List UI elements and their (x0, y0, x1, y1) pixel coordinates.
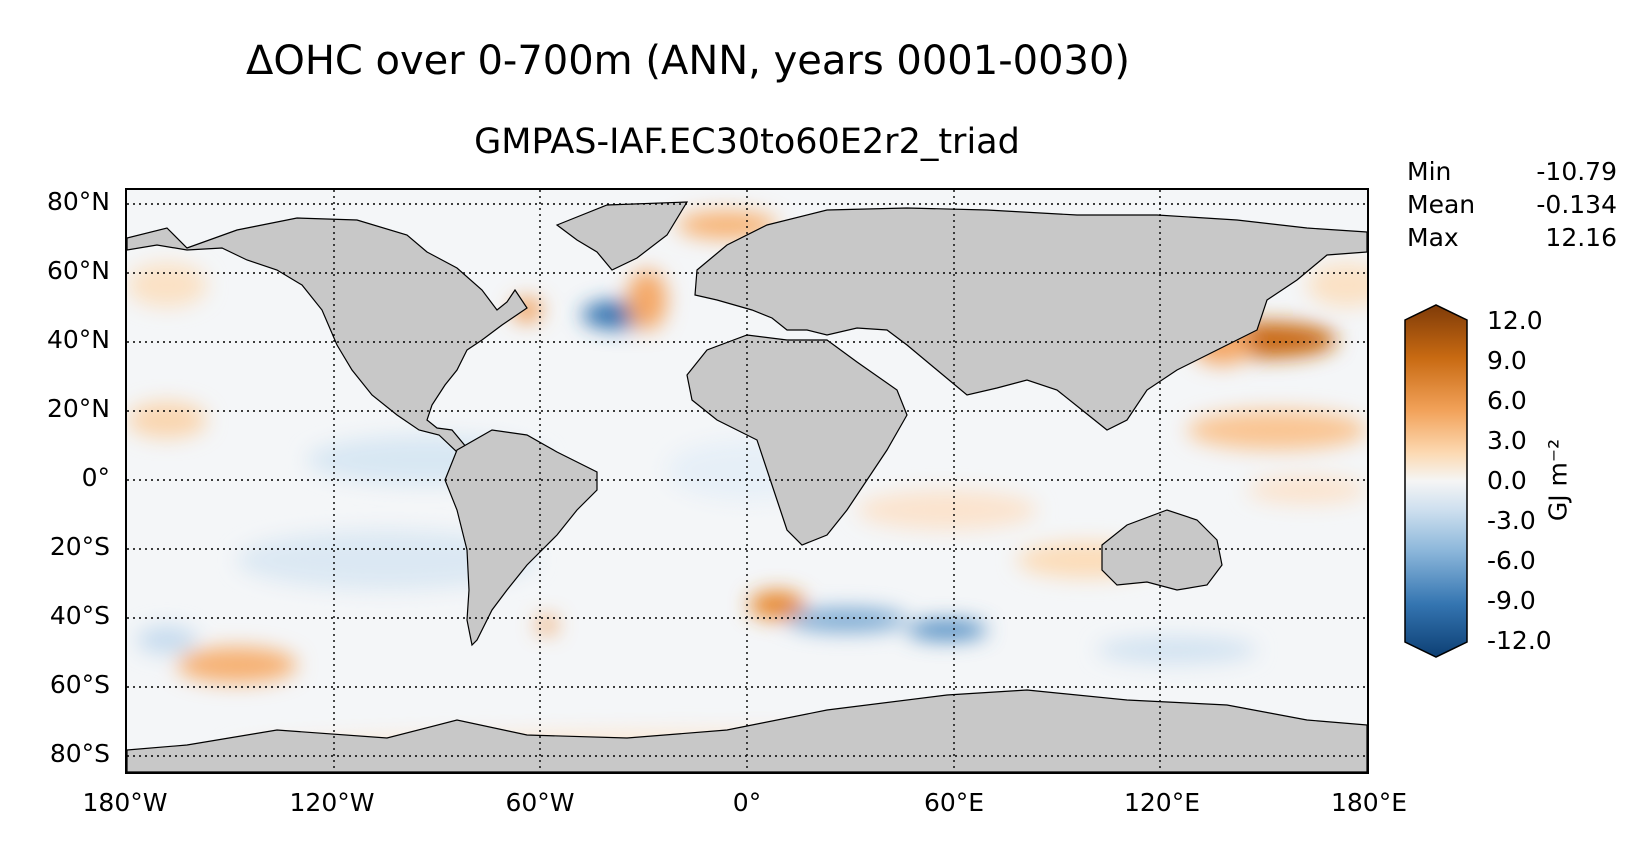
map-subtitle: GMPAS-IAF.EC30to60E2r2_triad (474, 122, 1020, 162)
colorbar-tick: -12.0 (1487, 626, 1552, 655)
gridlines (127, 190, 1367, 772)
stat-label: Mean (1407, 190, 1476, 219)
colorbar-unit-label: GJ m⁻² (1543, 438, 1573, 522)
colorbar-tick: 3.0 (1487, 426, 1527, 455)
south-america (444, 429, 598, 647)
colorbar-tick: -9.0 (1487, 586, 1536, 615)
lat-label-60n: 60°N (46, 256, 110, 285)
lon-label-60e: 60°E (923, 788, 985, 817)
eurasia (694, 207, 1367, 431)
colorbar-tick: 9.0 (1487, 346, 1527, 375)
lat-label-40s: 40°S (49, 601, 110, 630)
stat-value: -10.79 (1536, 157, 1617, 186)
ohc-map (127, 190, 1367, 772)
stat-value: -0.134 (1536, 190, 1617, 219)
colorbar-tick: -6.0 (1487, 546, 1536, 575)
lat-label-20s: 20°S (49, 532, 110, 561)
lat-label-80n: 80°N (46, 187, 110, 216)
colorbar-tick: 12.0 (1487, 306, 1543, 335)
stat-mean: Mean -0.134 (1407, 188, 1617, 221)
stat-min: Min -10.79 (1407, 155, 1617, 188)
lon-label-120e: 120°E (1123, 788, 1201, 817)
africa (686, 334, 908, 546)
colorbar (1404, 304, 1468, 658)
colorbar-tick: -3.0 (1487, 506, 1536, 535)
figure-title: ΔOHC over 0-700m (ANN, years 0001-0030) (245, 38, 1131, 84)
lon-label-120w: 120°W (289, 788, 375, 817)
colorbar-tick: 0.0 (1487, 466, 1527, 495)
australia (1101, 509, 1223, 591)
lon-label-180w: 180°W (82, 788, 168, 817)
lat-label-60s: 60°S (49, 670, 110, 699)
lon-label-180e: 180°E (1330, 788, 1408, 817)
statistics-box: Min -10.79 Mean -0.134 Max 12.16 (1407, 155, 1617, 254)
stat-label: Min (1407, 157, 1452, 186)
lat-label-40n: 40°N (46, 325, 110, 354)
lat-label-0: 0° (81, 463, 110, 492)
lon-label-0: 0° (732, 788, 762, 817)
north-america (127, 217, 528, 453)
lat-label-80s: 80°S (49, 739, 110, 768)
stat-label: Max (1407, 223, 1459, 252)
greenland (555, 201, 689, 271)
colorbar-tick: 6.0 (1487, 386, 1527, 415)
map-panel (125, 188, 1369, 774)
colorbar-body (1404, 304, 1468, 658)
lat-label-20n: 20°N (46, 394, 110, 423)
stat-max: Max 12.16 (1407, 221, 1617, 254)
lon-label-60w: 60°W (505, 788, 575, 817)
stat-value: 12.16 (1545, 223, 1617, 252)
